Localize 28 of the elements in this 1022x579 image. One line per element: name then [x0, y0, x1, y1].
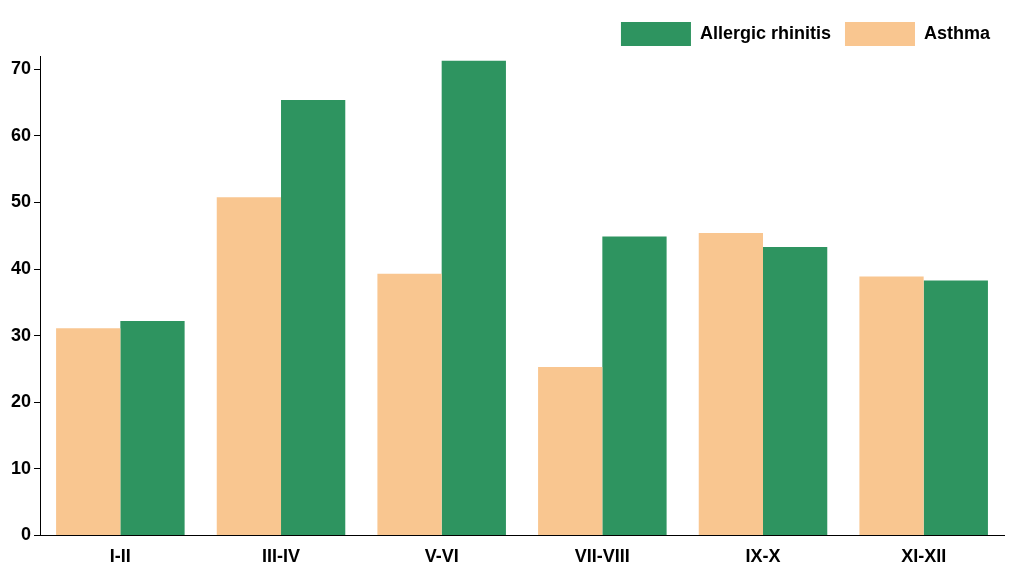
bar: [602, 236, 667, 535]
x-tick-label: IX-X: [745, 546, 781, 567]
y-tick-label: 30: [10, 324, 32, 345]
bar: [441, 60, 506, 535]
x-tick-label: I-II: [109, 546, 131, 567]
y-tick-label: 0: [21, 524, 32, 545]
bar: [763, 247, 828, 535]
bar: [120, 321, 185, 535]
legend-label: Asthma: [923, 22, 991, 43]
y-tick-label: 10: [10, 457, 32, 478]
bar: [923, 280, 988, 535]
bar: [698, 233, 764, 535]
bar: [377, 273, 442, 535]
bar: [281, 99, 346, 535]
y-tick-label: 70: [10, 58, 32, 79]
bar: [859, 276, 924, 535]
x-tick-label: XI-XII: [901, 546, 947, 567]
y-tick-label: 50: [10, 191, 32, 212]
legend-label: Allergic rhinitis: [699, 22, 831, 43]
x-tick-label: III-IV: [262, 546, 301, 567]
bar: [56, 328, 121, 535]
y-tick-label: 60: [10, 124, 32, 145]
bar: [216, 197, 282, 535]
bar: [538, 366, 603, 535]
y-tick-label: 40: [10, 258, 32, 279]
x-tick-label: VII-VIII: [574, 546, 630, 567]
x-tick-label: V-VI: [424, 546, 459, 567]
y-tick-label: 20: [10, 391, 32, 412]
